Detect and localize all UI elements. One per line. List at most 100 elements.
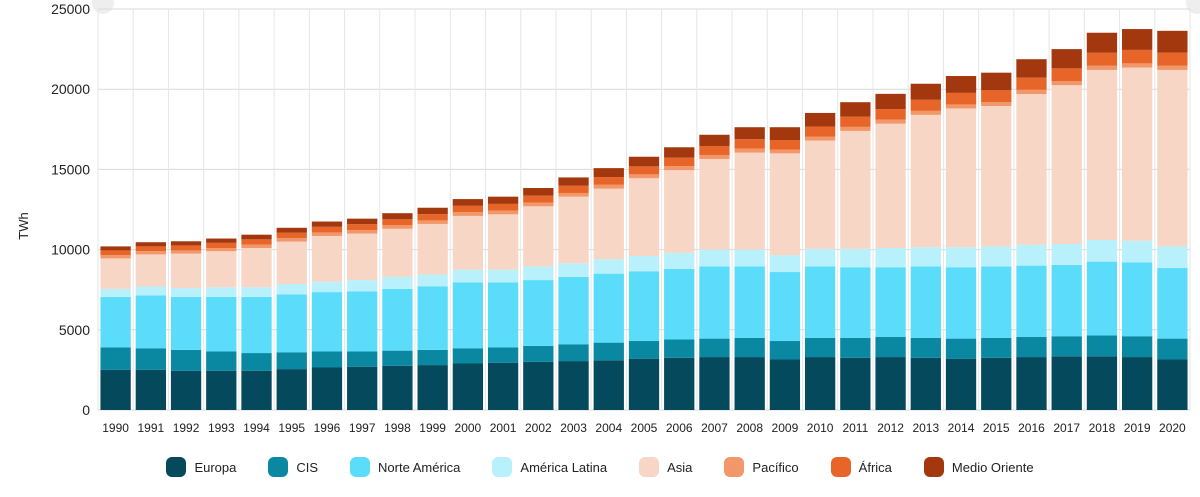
bar-segment--frica xyxy=(100,250,131,256)
bar-segment-am-rica-latina xyxy=(487,269,519,283)
bar-segment-pac-fico xyxy=(311,232,343,236)
bar-segment-medio-oriente xyxy=(804,112,836,127)
x-tick-label: 1998 xyxy=(384,421,411,435)
axes: 0 5000 10000 15000 20000 25000 1990 1991 1992 199… xyxy=(51,1,1186,435)
bar-segment-medio-oriente xyxy=(840,102,871,117)
x-tick-label: 2010 xyxy=(807,421,834,435)
bar-segment-norte-am-rica xyxy=(840,267,871,338)
bar-segment-pac-fico xyxy=(840,126,871,131)
bar-segment-pac-fico xyxy=(135,251,166,255)
y-tick-label: 5000 xyxy=(59,322,90,338)
bar-segment-medio-oriente xyxy=(523,188,554,196)
bar-segment-norte-am-rica xyxy=(452,282,484,349)
y-tick-label: 20000 xyxy=(51,81,90,97)
bar-segment-medio-oriente xyxy=(382,213,413,220)
legend-swatch xyxy=(830,457,851,477)
bar-segment-medio-oriente xyxy=(593,168,624,178)
bar-segment-pac-fico xyxy=(276,238,307,242)
bar-segment-asia xyxy=(1086,69,1118,240)
bar-segment-asia xyxy=(347,233,378,281)
bar-segment-norte-am-rica xyxy=(910,266,941,338)
bar-segment-cis xyxy=(1086,335,1118,357)
x-tick-label: 2005 xyxy=(631,421,658,435)
bar-segment-norte-am-rica xyxy=(769,272,801,342)
bar-segment--frica xyxy=(487,203,519,211)
bar-segment-am-rica-latina xyxy=(734,249,765,267)
bar-segment-medio-oriente xyxy=(135,242,166,247)
bar-segment-norte-am-rica xyxy=(875,267,906,338)
bar-segment-pac-fico xyxy=(628,174,660,179)
bar-segment-asia xyxy=(487,214,519,270)
bar-segment--frica xyxy=(276,232,307,239)
legend-swatch xyxy=(639,457,660,477)
bar-segment-medio-oriente xyxy=(1051,49,1082,69)
bar-segment-medio-oriente xyxy=(1016,59,1047,78)
bar-segment-europa xyxy=(1157,359,1188,410)
bar-segment-europa xyxy=(910,357,941,410)
legend-swatch xyxy=(724,457,745,477)
bar-segment-am-rica-latina xyxy=(311,281,343,293)
bar-segment-asia xyxy=(170,253,202,289)
bar-segment-cis xyxy=(382,350,413,366)
bar-segment-cis xyxy=(417,349,448,366)
bar-segment-asia xyxy=(664,170,695,253)
y-tick-label: 15000 xyxy=(51,161,90,177)
bar-segment--frica xyxy=(699,145,730,155)
bar-segment-pac-fico xyxy=(206,247,237,252)
bar-segment-medio-oriente xyxy=(487,196,519,204)
bar-segment-pac-fico xyxy=(1086,65,1118,70)
bar-segment-cis xyxy=(1051,336,1082,357)
x-tick-label: 2007 xyxy=(701,421,728,435)
bar-segment--frica xyxy=(628,166,660,175)
legend-label: Europa xyxy=(194,459,237,475)
bar-segment--frica xyxy=(382,219,413,226)
bar-segment--frica xyxy=(523,195,554,203)
bar-segment-europa xyxy=(241,370,272,410)
bar-segment-norte-am-rica xyxy=(1051,264,1082,337)
bar-segment-norte-am-rica xyxy=(1122,262,1153,337)
legend-item: Asia xyxy=(639,457,692,477)
bar-segment--frica xyxy=(769,140,801,150)
bar-segment-am-rica-latina xyxy=(347,280,378,292)
bar-segment-norte-am-rica xyxy=(135,295,166,349)
x-tick-label: 2006 xyxy=(666,421,693,435)
bar-segment-medio-oriente xyxy=(910,83,941,100)
bar-segment--frica xyxy=(206,242,237,248)
x-tick-label: 2018 xyxy=(1089,421,1116,435)
bar-segment-asia xyxy=(1016,94,1047,245)
bar-segment-asia xyxy=(628,178,660,257)
y-tick-label: 10000 xyxy=(51,242,90,258)
bar-segment-medio-oriente xyxy=(1086,32,1118,53)
bar-segment-norte-am-rica xyxy=(1016,265,1047,338)
bar-segment-medio-oriente xyxy=(417,207,448,215)
bar-segment-pac-fico xyxy=(1016,89,1047,95)
bar-segment-asia xyxy=(1051,85,1082,244)
legend-item: Medio Oriente xyxy=(923,457,1034,477)
bar-segment-cis xyxy=(981,337,1012,358)
bar-segment-cis xyxy=(347,351,378,367)
bar-segment-asia xyxy=(593,188,624,260)
bar-segment-europa xyxy=(628,358,660,410)
bar-segment-medio-oriente xyxy=(981,72,1012,91)
bar-segment-am-rica-latina xyxy=(382,276,413,289)
bar-segment--frica xyxy=(170,245,202,251)
bar-segment-norte-am-rica xyxy=(311,292,343,352)
bar-segment-norte-am-rica xyxy=(593,273,624,343)
bar-segment-europa xyxy=(1122,357,1153,410)
bar-segment-cis xyxy=(135,348,166,370)
bar-segment-cis xyxy=(241,353,272,371)
bar-segment-norte-am-rica xyxy=(628,271,660,342)
legend-item: Europa xyxy=(166,457,236,477)
bar-segment-medio-oriente xyxy=(276,227,307,233)
bar-segment-pac-fico xyxy=(170,250,202,254)
bar-segment-am-rica-latina xyxy=(206,287,237,297)
bar-segment-cis xyxy=(593,342,624,361)
bar-segment-cis xyxy=(1016,337,1047,358)
x-tick-label: 2001 xyxy=(490,421,517,435)
bar-segment-asia xyxy=(910,114,941,248)
bar-segment-europa xyxy=(523,361,554,410)
bar-segment-europa xyxy=(840,357,871,410)
bar-segment-am-rica-latina xyxy=(875,247,906,268)
bar-segment-asia xyxy=(840,130,871,249)
x-tick-label: 1997 xyxy=(349,421,376,435)
